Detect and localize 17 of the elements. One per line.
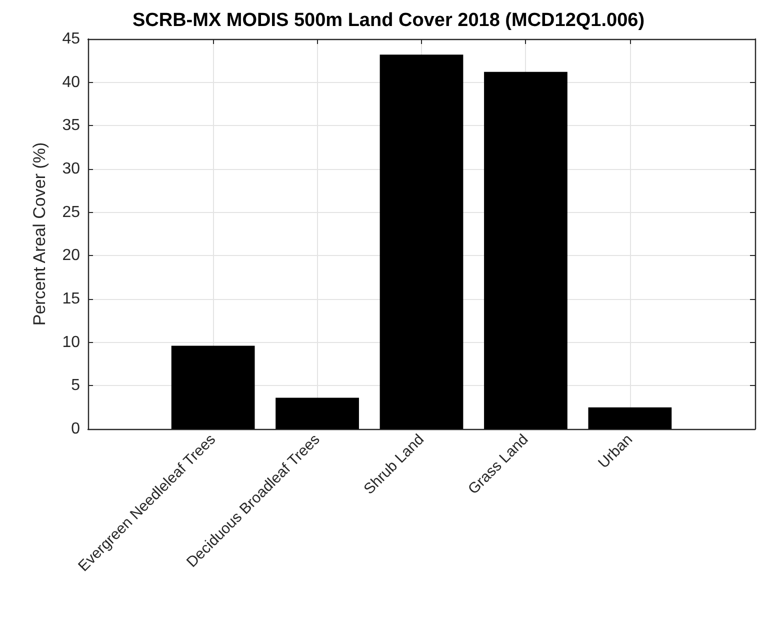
y-tick-label: 10 [62,334,80,351]
y-tick-label: 15 [62,290,80,308]
y-tick-label: 5 [71,377,80,394]
y-tick-label: 30 [62,160,80,178]
bar [171,346,255,429]
y-tick-label: 45 [62,30,80,48]
y-tick-label: 20 [62,247,80,264]
bar [276,398,359,429]
bar [484,72,568,429]
y-tick-label: 40 [62,74,80,91]
chart-title: SCRB-MX MODIS 500m Land Cover 2018 (MCD12Q1.006) [132,10,645,31]
y-tick-label: 25 [62,204,80,221]
y-tick-label: 35 [62,117,80,134]
y-tick-label: 0 [71,420,80,438]
bar [380,54,464,429]
y-axis-title: Percent Areal Cover (%) [30,142,49,326]
bar [588,407,672,429]
